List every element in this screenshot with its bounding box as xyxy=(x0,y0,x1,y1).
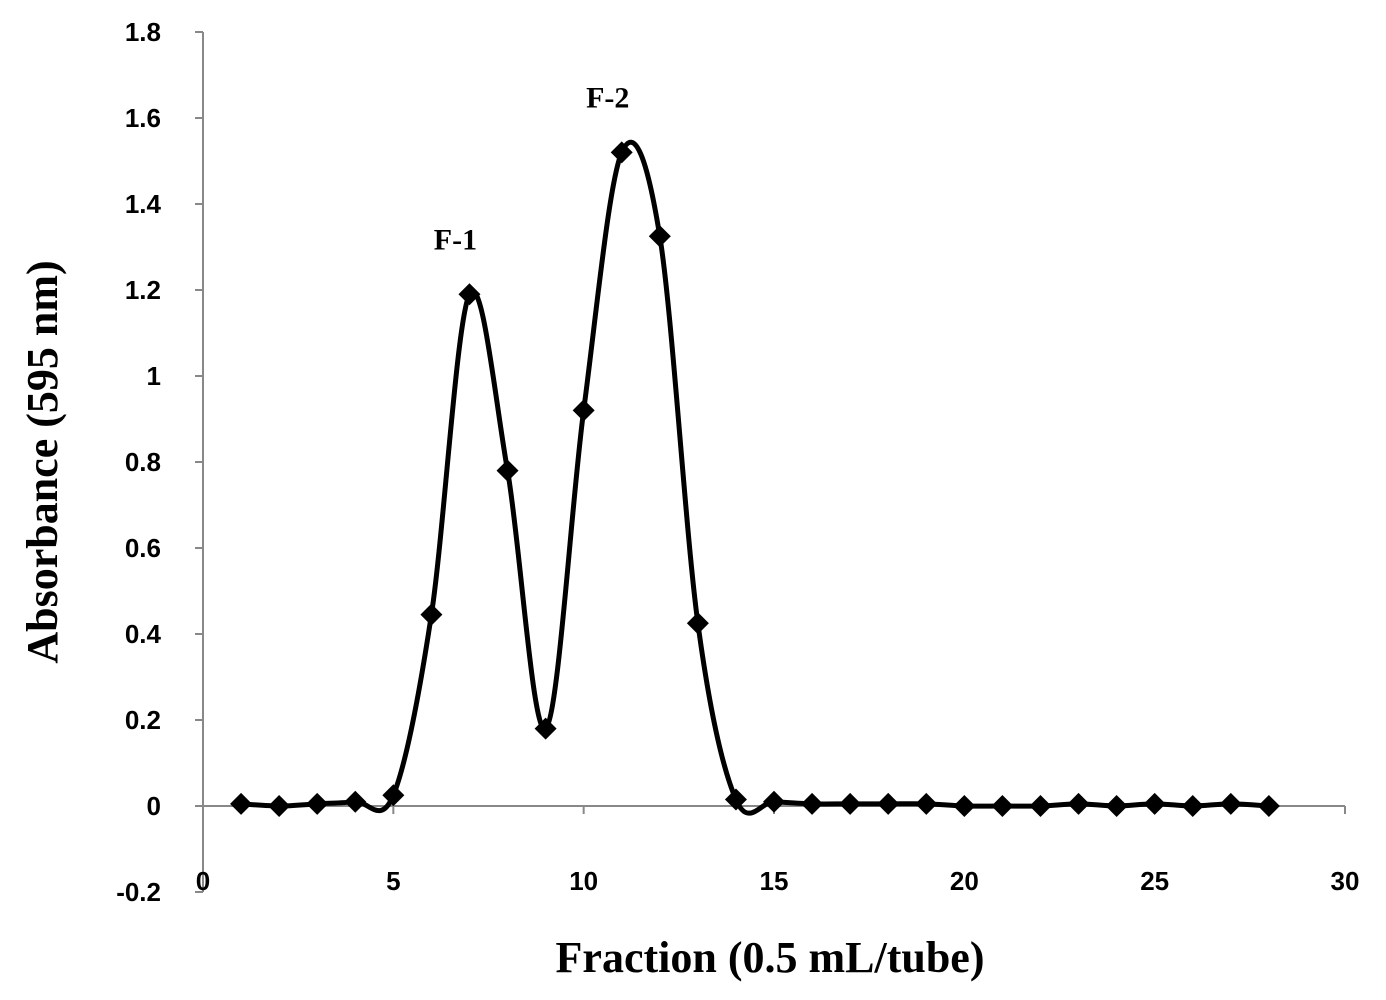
data-point-marker xyxy=(458,283,481,306)
data-point-marker xyxy=(572,399,595,422)
y-tick-label: 0.6 xyxy=(125,533,161,563)
y-tick-label: 1.8 xyxy=(125,17,161,47)
data-point-marker xyxy=(382,784,405,807)
data-markers xyxy=(230,141,1280,817)
y-tick-label: 1 xyxy=(147,361,161,391)
annotations: F-1 F-2 xyxy=(434,81,630,256)
axes xyxy=(195,31,1346,893)
y-tick-label: 0 xyxy=(147,791,161,821)
x-tick-label: 15 xyxy=(760,866,789,896)
y-axis-title: Absorbance (595 nm) xyxy=(18,260,67,663)
data-point-marker xyxy=(420,603,443,626)
data-point-marker xyxy=(1067,792,1090,815)
data-point-marker xyxy=(724,788,747,811)
peak-label: F-2 xyxy=(586,81,629,114)
x-tick-label: 5 xyxy=(386,866,400,896)
data-point-marker xyxy=(953,795,976,817)
data-point-marker xyxy=(1029,795,1052,817)
y-tick-label: -0.2 xyxy=(116,877,161,907)
data-point-marker xyxy=(686,612,709,635)
data-point-marker xyxy=(1181,795,1204,817)
y-tick-label: 0.2 xyxy=(125,705,161,735)
x-tick-label: 0 xyxy=(196,866,210,896)
tick-labels: -0.2 0 0.2 0.4 0.6 0.8 1 1.2 1.4 1.6 1.8 0 5 10 15 20 25… xyxy=(116,17,1359,907)
data-point-marker xyxy=(1143,792,1166,815)
data-point-marker xyxy=(1105,795,1128,817)
peak-label: F-1 xyxy=(434,223,477,256)
y-tick-label: 1.2 xyxy=(125,275,161,305)
data-point-marker xyxy=(839,792,862,815)
data-point-marker xyxy=(1257,795,1280,817)
y-tick-label: 1.6 xyxy=(125,103,161,133)
y-tick-label: 0.4 xyxy=(125,619,162,649)
x-tick-label: 25 xyxy=(1140,866,1169,896)
data-point-marker xyxy=(610,141,633,164)
data-point-marker xyxy=(991,795,1014,817)
series-line xyxy=(238,139,1272,816)
data-point-marker xyxy=(648,225,671,248)
data-point-marker xyxy=(1219,792,1242,815)
x-tick-label: 30 xyxy=(1331,866,1360,896)
data-point-marker xyxy=(306,792,329,815)
data-point-marker xyxy=(877,792,900,815)
data-point-marker xyxy=(268,795,291,817)
y-tick-label: 1.4 xyxy=(125,189,162,219)
x-tick-label: 10 xyxy=(569,866,598,896)
y-tick-label: 0.8 xyxy=(125,447,161,477)
data-point-marker xyxy=(230,792,253,815)
x-axis-title: Fraction (0.5 mL/tube) xyxy=(556,933,985,982)
data-point-marker xyxy=(763,790,785,813)
data-point-marker xyxy=(915,792,938,815)
data-point-marker xyxy=(534,717,557,740)
x-tick-label: 20 xyxy=(950,866,979,896)
data-point-marker xyxy=(496,459,519,482)
data-point-marker xyxy=(801,792,824,815)
data-point-marker xyxy=(344,790,367,813)
